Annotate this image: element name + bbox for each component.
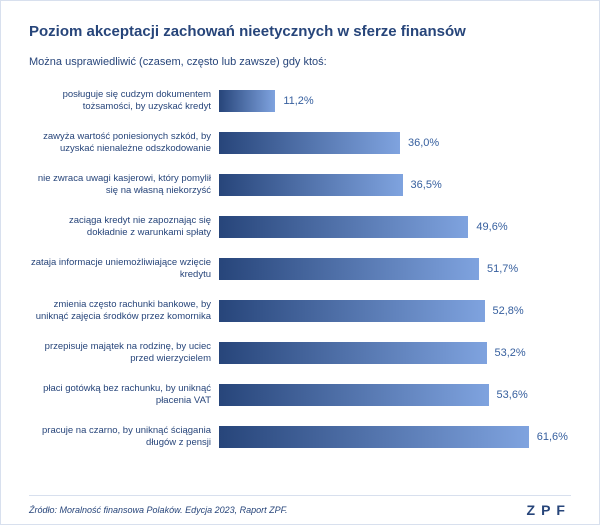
bar-row: zmienia często rachunki bankowe, by unik… xyxy=(29,290,571,332)
bar xyxy=(219,342,487,364)
bar-row: zataja informacje uniemożliwiające wzięc… xyxy=(29,248,571,290)
bar-value: 36,0% xyxy=(408,132,439,154)
bar-value: 51,7% xyxy=(487,258,518,280)
bar-value: 61,6% xyxy=(537,426,568,448)
bar xyxy=(219,426,529,448)
bar-value: 36,5% xyxy=(411,174,442,196)
bar-value: 53,6% xyxy=(497,384,528,406)
bar-label: posługuje się cudzym dokumentem tożsamoś… xyxy=(29,89,219,113)
bar-track: 11,2% xyxy=(219,90,571,112)
bar-label: zawyża wartość poniesionych szkód, by uz… xyxy=(29,131,219,155)
footer: Źródło: Moralność finansowa Polaków. Edy… xyxy=(29,502,571,518)
bar-track: 52,8% xyxy=(219,300,571,322)
bar-track: 53,2% xyxy=(219,342,571,364)
footer-separator xyxy=(29,495,571,496)
bar xyxy=(219,258,479,280)
chart-title: Poziom akceptacji zachowań nieetycznych … xyxy=(29,23,571,40)
bar xyxy=(219,384,489,406)
chart-subtitle: Można usprawiedliwić (czasem, często lub… xyxy=(29,56,571,68)
bar-value: 11,2% xyxy=(283,90,313,112)
bar-label: pracuje na czarno, by uniknąć ściągania … xyxy=(29,425,219,449)
bar xyxy=(219,174,403,196)
source-text: Źródło: Moralność finansowa Polaków. Edy… xyxy=(29,505,287,515)
zpf-logo: ZPF xyxy=(527,502,571,518)
bar-track: 61,6% xyxy=(219,426,571,448)
bar-track: 49,6% xyxy=(219,216,571,238)
bar-track: 36,0% xyxy=(219,132,571,154)
bar-row: zaciąga kredyt nie zapoznając się dokład… xyxy=(29,206,571,248)
bar-label: zmienia często rachunki bankowe, by unik… xyxy=(29,299,219,323)
bar-row: przepisuje majątek na rodzinę, by uciec … xyxy=(29,332,571,374)
bar-row: zawyża wartość poniesionych szkód, by uz… xyxy=(29,122,571,164)
chart-card: Poziom akceptacji zachowań nieetycznych … xyxy=(0,0,600,525)
bar-label: płaci gotówką bez rachunku, by uniknąć p… xyxy=(29,383,219,407)
bar-row: pracuje na czarno, by uniknąć ściągania … xyxy=(29,416,571,458)
bar-track: 51,7% xyxy=(219,258,571,280)
bar-value: 53,2% xyxy=(495,342,526,364)
bar xyxy=(219,90,275,112)
bar-row: posługuje się cudzym dokumentem tożsamoś… xyxy=(29,80,571,122)
bar-label: nie zwraca uwagi kasjerowi, który pomyli… xyxy=(29,173,219,197)
bar-value: 52,8% xyxy=(493,300,524,322)
bar-label: zaciąga kredyt nie zapoznając się dokład… xyxy=(29,215,219,239)
bar-value: 49,6% xyxy=(476,216,507,238)
bar-track: 53,6% xyxy=(219,384,571,406)
bar-track: 36,5% xyxy=(219,174,571,196)
bar xyxy=(219,132,400,154)
bar xyxy=(219,216,468,238)
bar-label: zataja informacje uniemożliwiające wzięc… xyxy=(29,257,219,281)
bar-label: przepisuje majątek na rodzinę, by uciec … xyxy=(29,341,219,365)
bar-chart: posługuje się cudzym dokumentem tożsamoś… xyxy=(29,80,571,458)
bar xyxy=(219,300,485,322)
bar-row: płaci gotówką bez rachunku, by uniknąć p… xyxy=(29,374,571,416)
bar-row: nie zwraca uwagi kasjerowi, który pomyli… xyxy=(29,164,571,206)
